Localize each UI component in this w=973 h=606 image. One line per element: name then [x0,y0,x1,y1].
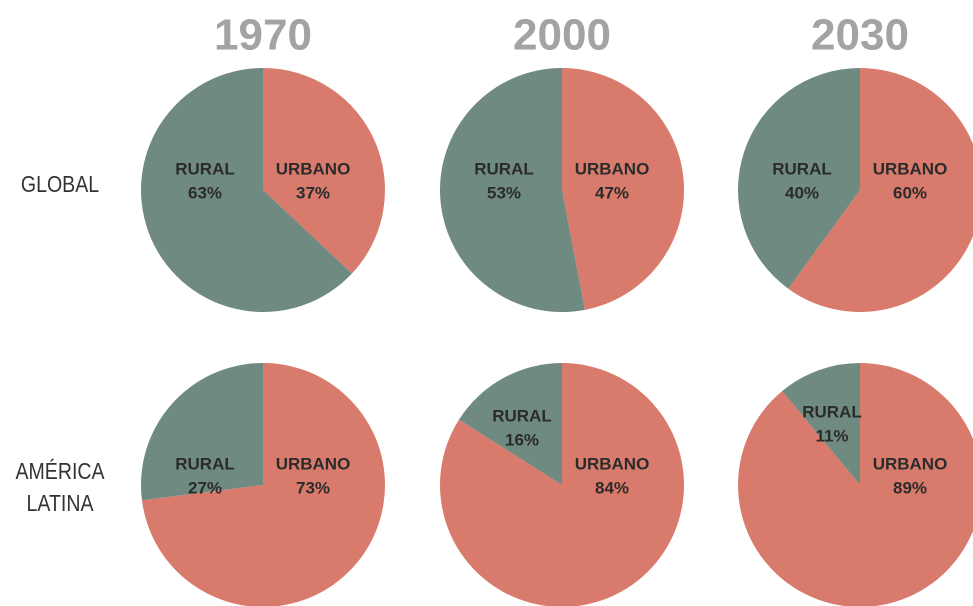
pie-slice [788,68,973,312]
slice-value-label: 11% [815,426,848,445]
slice-value-label: 60% [893,183,927,202]
slice-label: URBANO [873,454,948,473]
slice-label: RURAL [802,402,862,421]
row-label: AMÉRICA LATINA [15,458,105,516]
slice-label: RURAL [474,159,534,178]
pie-slice [782,363,860,485]
slice-value-label: 40% [785,183,819,202]
pie-slice [458,362,562,485]
slice-value-label: 27% [188,478,222,497]
pie-slice [562,68,684,310]
slice-label: RURAL [175,159,235,178]
slice-label: URBANO [575,454,650,473]
pie-slice [440,363,684,606]
slice-label: URBANO [575,159,650,178]
column-title: 1970 [214,11,312,60]
pie-slice [141,363,385,606]
slice-value-label: 63% [188,183,222,202]
slice-value-label: 47% [595,183,629,202]
pie-slice [737,68,860,289]
slice-label: URBANO [276,159,351,178]
slice-value-label: 89% [893,478,927,497]
slice-value-label: 37% [296,183,330,202]
slice-label: RURAL [175,454,235,473]
pie-slice [439,68,585,313]
pie-slice [738,363,973,606]
slice-label: RURAL [492,406,552,425]
pie-slice [140,68,352,313]
slice-label: RURAL [772,159,832,178]
slice-value-label: 53% [487,183,521,202]
slice-value-label: 16% [505,430,539,449]
pie-slice [141,363,263,501]
slice-value-label: 73% [296,478,330,497]
pie-slice [263,68,385,274]
column-title: 2000 [513,11,611,60]
column-title: 2030 [811,11,909,60]
slice-label: URBANO [276,454,351,473]
row-label: GLOBAL [20,171,100,197]
slice-value-label: 84% [595,478,629,497]
slice-label: URBANO [873,159,948,178]
